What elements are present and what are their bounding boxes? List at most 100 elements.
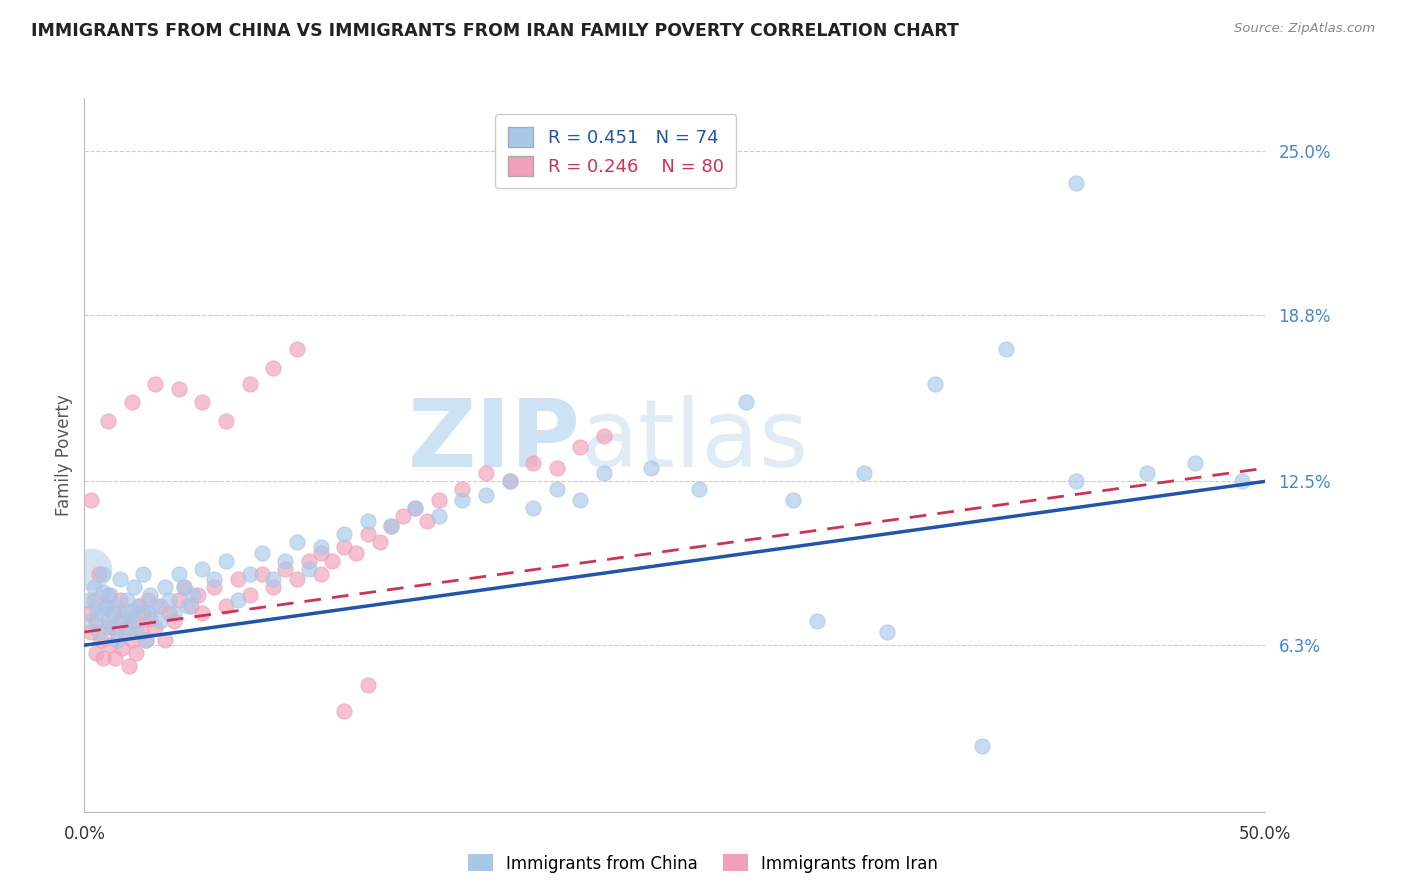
Point <box>97 620 120 634</box>
Point <box>569 440 592 454</box>
Point <box>101 607 124 621</box>
Point <box>333 541 356 555</box>
Point <box>77 607 100 621</box>
Point <box>115 593 138 607</box>
Point <box>104 651 127 665</box>
Point <box>108 572 131 586</box>
Point <box>98 638 121 652</box>
Point <box>108 593 131 607</box>
Point <box>734 395 756 409</box>
Point <box>83 580 105 594</box>
Point <box>115 620 138 634</box>
Point <box>157 593 180 607</box>
Point <box>1136 467 1159 481</box>
Point <box>475 467 498 481</box>
Point <box>118 612 141 626</box>
Text: IMMIGRANTS FROM CHINA VS IMMIGRANTS FROM IRAN FAMILY POVERTY CORRELATION CHART: IMMIGRANTS FROM CHINA VS IMMIGRANTS FROM… <box>31 22 959 40</box>
Point <box>688 483 710 497</box>
Point <box>128 599 150 613</box>
Legend: R = 0.451   N = 74, R = 0.246    N = 80: R = 0.451 N = 74, R = 0.246 N = 80 <box>495 114 737 188</box>
Point <box>77 593 100 607</box>
Point <box>167 566 190 581</box>
Point <box>380 519 402 533</box>
Point <box>593 429 616 443</box>
Point <box>876 625 898 640</box>
Point <box>309 541 332 555</box>
Point <box>321 554 343 568</box>
Text: ZIP: ZIP <box>408 394 581 487</box>
Point <box>143 620 166 634</box>
Point <box>136 593 159 607</box>
Point <box>187 588 209 602</box>
Point <box>262 580 284 594</box>
Point <box>298 554 321 568</box>
Point <box>404 500 426 515</box>
Point <box>83 593 105 607</box>
Point <box>522 500 544 515</box>
Point <box>107 632 129 647</box>
Point <box>139 612 162 626</box>
Point <box>202 580 225 594</box>
Point <box>285 342 308 356</box>
Point <box>239 588 262 602</box>
Point <box>129 625 152 640</box>
Point <box>97 588 120 602</box>
Point <box>546 483 568 497</box>
Point <box>451 483 474 497</box>
Point <box>173 580 195 594</box>
Point <box>143 376 166 391</box>
Point <box>122 580 145 594</box>
Point <box>215 599 238 613</box>
Point <box>262 360 284 375</box>
Point <box>404 500 426 515</box>
Point <box>924 376 946 391</box>
Point <box>84 599 107 613</box>
Point <box>427 508 450 523</box>
Point <box>84 646 107 660</box>
Point <box>80 492 103 507</box>
Point <box>97 615 120 629</box>
Point <box>1066 176 1088 190</box>
Point <box>149 599 172 613</box>
Point <box>239 376 262 391</box>
Point <box>108 615 131 629</box>
Point <box>309 546 332 560</box>
Point <box>121 395 143 409</box>
Point <box>91 566 114 581</box>
Point <box>157 607 180 621</box>
Point <box>274 561 297 575</box>
Point <box>250 546 273 560</box>
Point <box>114 604 136 618</box>
Point <box>285 535 308 549</box>
Point <box>167 593 190 607</box>
Point <box>475 487 498 501</box>
Point <box>357 514 380 528</box>
Point <box>98 588 121 602</box>
Point <box>149 615 172 629</box>
Point <box>285 572 308 586</box>
Point <box>202 572 225 586</box>
Point <box>177 599 200 613</box>
Point <box>136 607 159 621</box>
Point <box>121 604 143 618</box>
Point <box>262 572 284 586</box>
Point <box>333 527 356 541</box>
Point <box>91 585 114 599</box>
Legend: Immigrants from China, Immigrants from Iran: Immigrants from China, Immigrants from I… <box>461 847 945 880</box>
Point <box>87 625 110 640</box>
Point <box>135 632 157 647</box>
Point <box>970 739 993 753</box>
Point <box>427 492 450 507</box>
Point <box>125 620 148 634</box>
Text: Source: ZipAtlas.com: Source: ZipAtlas.com <box>1234 22 1375 36</box>
Point <box>226 572 249 586</box>
Point <box>1184 456 1206 470</box>
Point <box>1066 475 1088 489</box>
Point <box>90 607 112 621</box>
Point <box>274 554 297 568</box>
Point <box>191 561 214 575</box>
Point <box>114 625 136 640</box>
Point <box>80 625 103 640</box>
Point <box>111 609 134 624</box>
Point <box>153 632 176 647</box>
